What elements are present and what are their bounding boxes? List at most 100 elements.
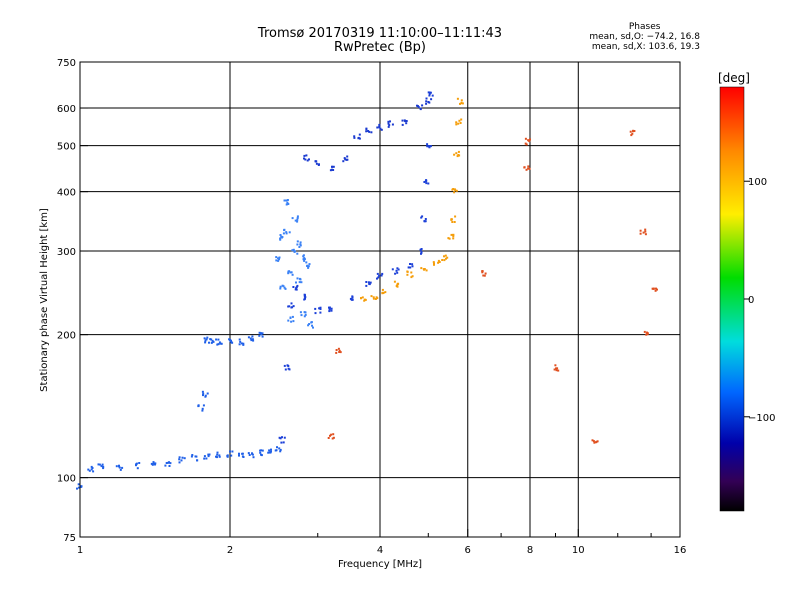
data-point bbox=[303, 157, 305, 160]
data-point bbox=[376, 277, 378, 280]
data-point bbox=[208, 341, 210, 344]
data-point bbox=[296, 218, 299, 221]
data-point bbox=[427, 91, 430, 94]
data-point bbox=[554, 364, 557, 367]
x-tick-label: 10 bbox=[572, 545, 585, 556]
data-point bbox=[444, 254, 447, 257]
colorbar bbox=[719, 86, 745, 512]
data-point bbox=[279, 450, 282, 453]
data-point bbox=[242, 342, 245, 345]
data-point bbox=[219, 342, 222, 345]
data-point bbox=[135, 464, 137, 467]
data-point bbox=[230, 339, 232, 342]
data-point bbox=[377, 276, 380, 279]
data-point bbox=[287, 367, 290, 370]
data-point bbox=[305, 154, 308, 157]
x-tick-label: 6 bbox=[465, 545, 471, 556]
data-point bbox=[365, 130, 368, 133]
data-point bbox=[274, 449, 277, 452]
y-axis-label: Stationary phase Virtual Height [km] bbox=[39, 208, 50, 392]
data-point bbox=[646, 333, 649, 336]
data-point bbox=[374, 298, 377, 300]
data-point bbox=[205, 457, 208, 460]
data-point bbox=[279, 285, 282, 288]
data-point bbox=[292, 320, 295, 323]
data-point bbox=[279, 234, 282, 236]
data-point bbox=[338, 349, 341, 352]
data-point bbox=[411, 265, 414, 268]
data-point bbox=[344, 158, 347, 161]
colorbar-label: [deg] bbox=[718, 71, 750, 85]
data-point bbox=[555, 369, 558, 372]
data-point bbox=[455, 152, 458, 155]
series-o-mode-f-trace-upper- bbox=[278, 91, 434, 444]
data-point bbox=[378, 274, 381, 277]
data-point bbox=[403, 119, 406, 122]
data-point bbox=[296, 220, 299, 223]
data-point bbox=[429, 91, 432, 94]
data-point bbox=[427, 145, 430, 148]
data-point bbox=[643, 330, 646, 333]
data-point bbox=[97, 463, 100, 466]
data-point bbox=[154, 462, 157, 465]
data-point bbox=[206, 336, 209, 339]
data-point bbox=[528, 167, 531, 170]
data-point bbox=[283, 364, 286, 367]
data-point bbox=[202, 394, 204, 397]
data-point bbox=[396, 271, 399, 274]
data-point bbox=[291, 249, 294, 252]
data-point bbox=[284, 287, 287, 290]
data-point bbox=[295, 281, 297, 284]
data-point bbox=[261, 332, 264, 335]
data-point bbox=[283, 286, 286, 289]
data-points bbox=[76, 91, 658, 490]
data-point bbox=[461, 102, 464, 105]
data-point bbox=[261, 335, 264, 338]
data-point bbox=[411, 275, 414, 278]
data-point bbox=[307, 265, 310, 268]
data-point bbox=[327, 437, 330, 439]
data-point bbox=[428, 94, 431, 97]
data-point bbox=[314, 312, 317, 315]
data-point bbox=[252, 456, 255, 459]
data-point bbox=[372, 297, 375, 300]
data-point bbox=[202, 404, 205, 407]
data-point bbox=[387, 125, 390, 128]
data-point bbox=[292, 248, 295, 251]
data-point bbox=[249, 337, 252, 340]
data-point bbox=[591, 439, 594, 442]
data-point bbox=[319, 308, 322, 310]
data-point bbox=[287, 319, 290, 322]
data-point bbox=[285, 231, 288, 234]
data-point bbox=[633, 130, 636, 132]
data-point bbox=[329, 434, 331, 437]
y-tick-label: 75 bbox=[63, 533, 76, 544]
data-point bbox=[78, 486, 80, 489]
data-point bbox=[238, 338, 241, 341]
data-point bbox=[308, 158, 310, 161]
series-o-mode-f-trace-lower- bbox=[76, 446, 282, 490]
data-point bbox=[426, 145, 429, 148]
data-point bbox=[203, 337, 206, 340]
data-point bbox=[310, 321, 313, 324]
data-point bbox=[207, 453, 210, 456]
data-point bbox=[283, 228, 286, 231]
data-point bbox=[376, 272, 379, 275]
data-point bbox=[100, 465, 103, 468]
data-point bbox=[240, 342, 243, 345]
data-point bbox=[287, 365, 290, 367]
data-point bbox=[332, 165, 335, 168]
data-point bbox=[218, 341, 221, 344]
data-point bbox=[307, 266, 310, 269]
data-point bbox=[293, 250, 296, 253]
data-point bbox=[194, 455, 197, 458]
data-point bbox=[642, 231, 645, 234]
data-point bbox=[241, 452, 244, 455]
data-point bbox=[306, 159, 309, 162]
data-point bbox=[279, 437, 282, 440]
data-point bbox=[420, 216, 423, 219]
data-point bbox=[298, 281, 301, 284]
data-point bbox=[92, 470, 95, 473]
data-point bbox=[448, 237, 451, 240]
data-point bbox=[406, 273, 409, 276]
